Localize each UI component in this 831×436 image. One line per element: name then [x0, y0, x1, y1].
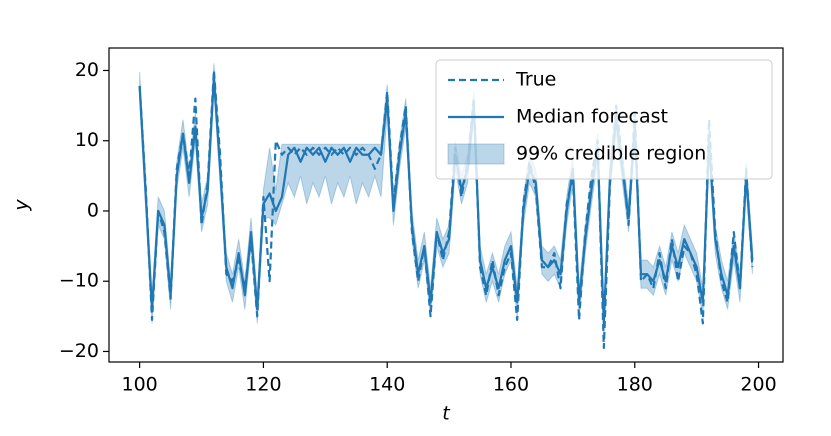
legend-label: True: [515, 69, 556, 91]
x-tick-label: 140: [369, 374, 405, 396]
legend-label: 99% credible region: [516, 143, 706, 165]
y-axis-label: y: [11, 199, 33, 212]
y-tick-label: 20: [75, 59, 99, 81]
legend-label: Median forecast: [516, 106, 668, 128]
legend-swatch: [447, 143, 505, 165]
y-tick-label: 10: [75, 129, 99, 151]
x-tick-label: 200: [740, 374, 776, 396]
x-tick-label: 100: [122, 374, 158, 396]
x-tick-label: 160: [493, 374, 529, 396]
y-tick-label: −20: [59, 340, 99, 362]
plot-frame: [108, 47, 784, 363]
y-tick-label: −10: [59, 270, 99, 292]
series-line: [138, 76, 754, 325]
x-axis-label: t: [442, 403, 451, 425]
legend-box: [435, 59, 773, 180]
x-tick-label: 120: [245, 374, 281, 396]
y-tick-label: 0: [87, 199, 99, 221]
x-tick-label: 180: [617, 374, 653, 396]
